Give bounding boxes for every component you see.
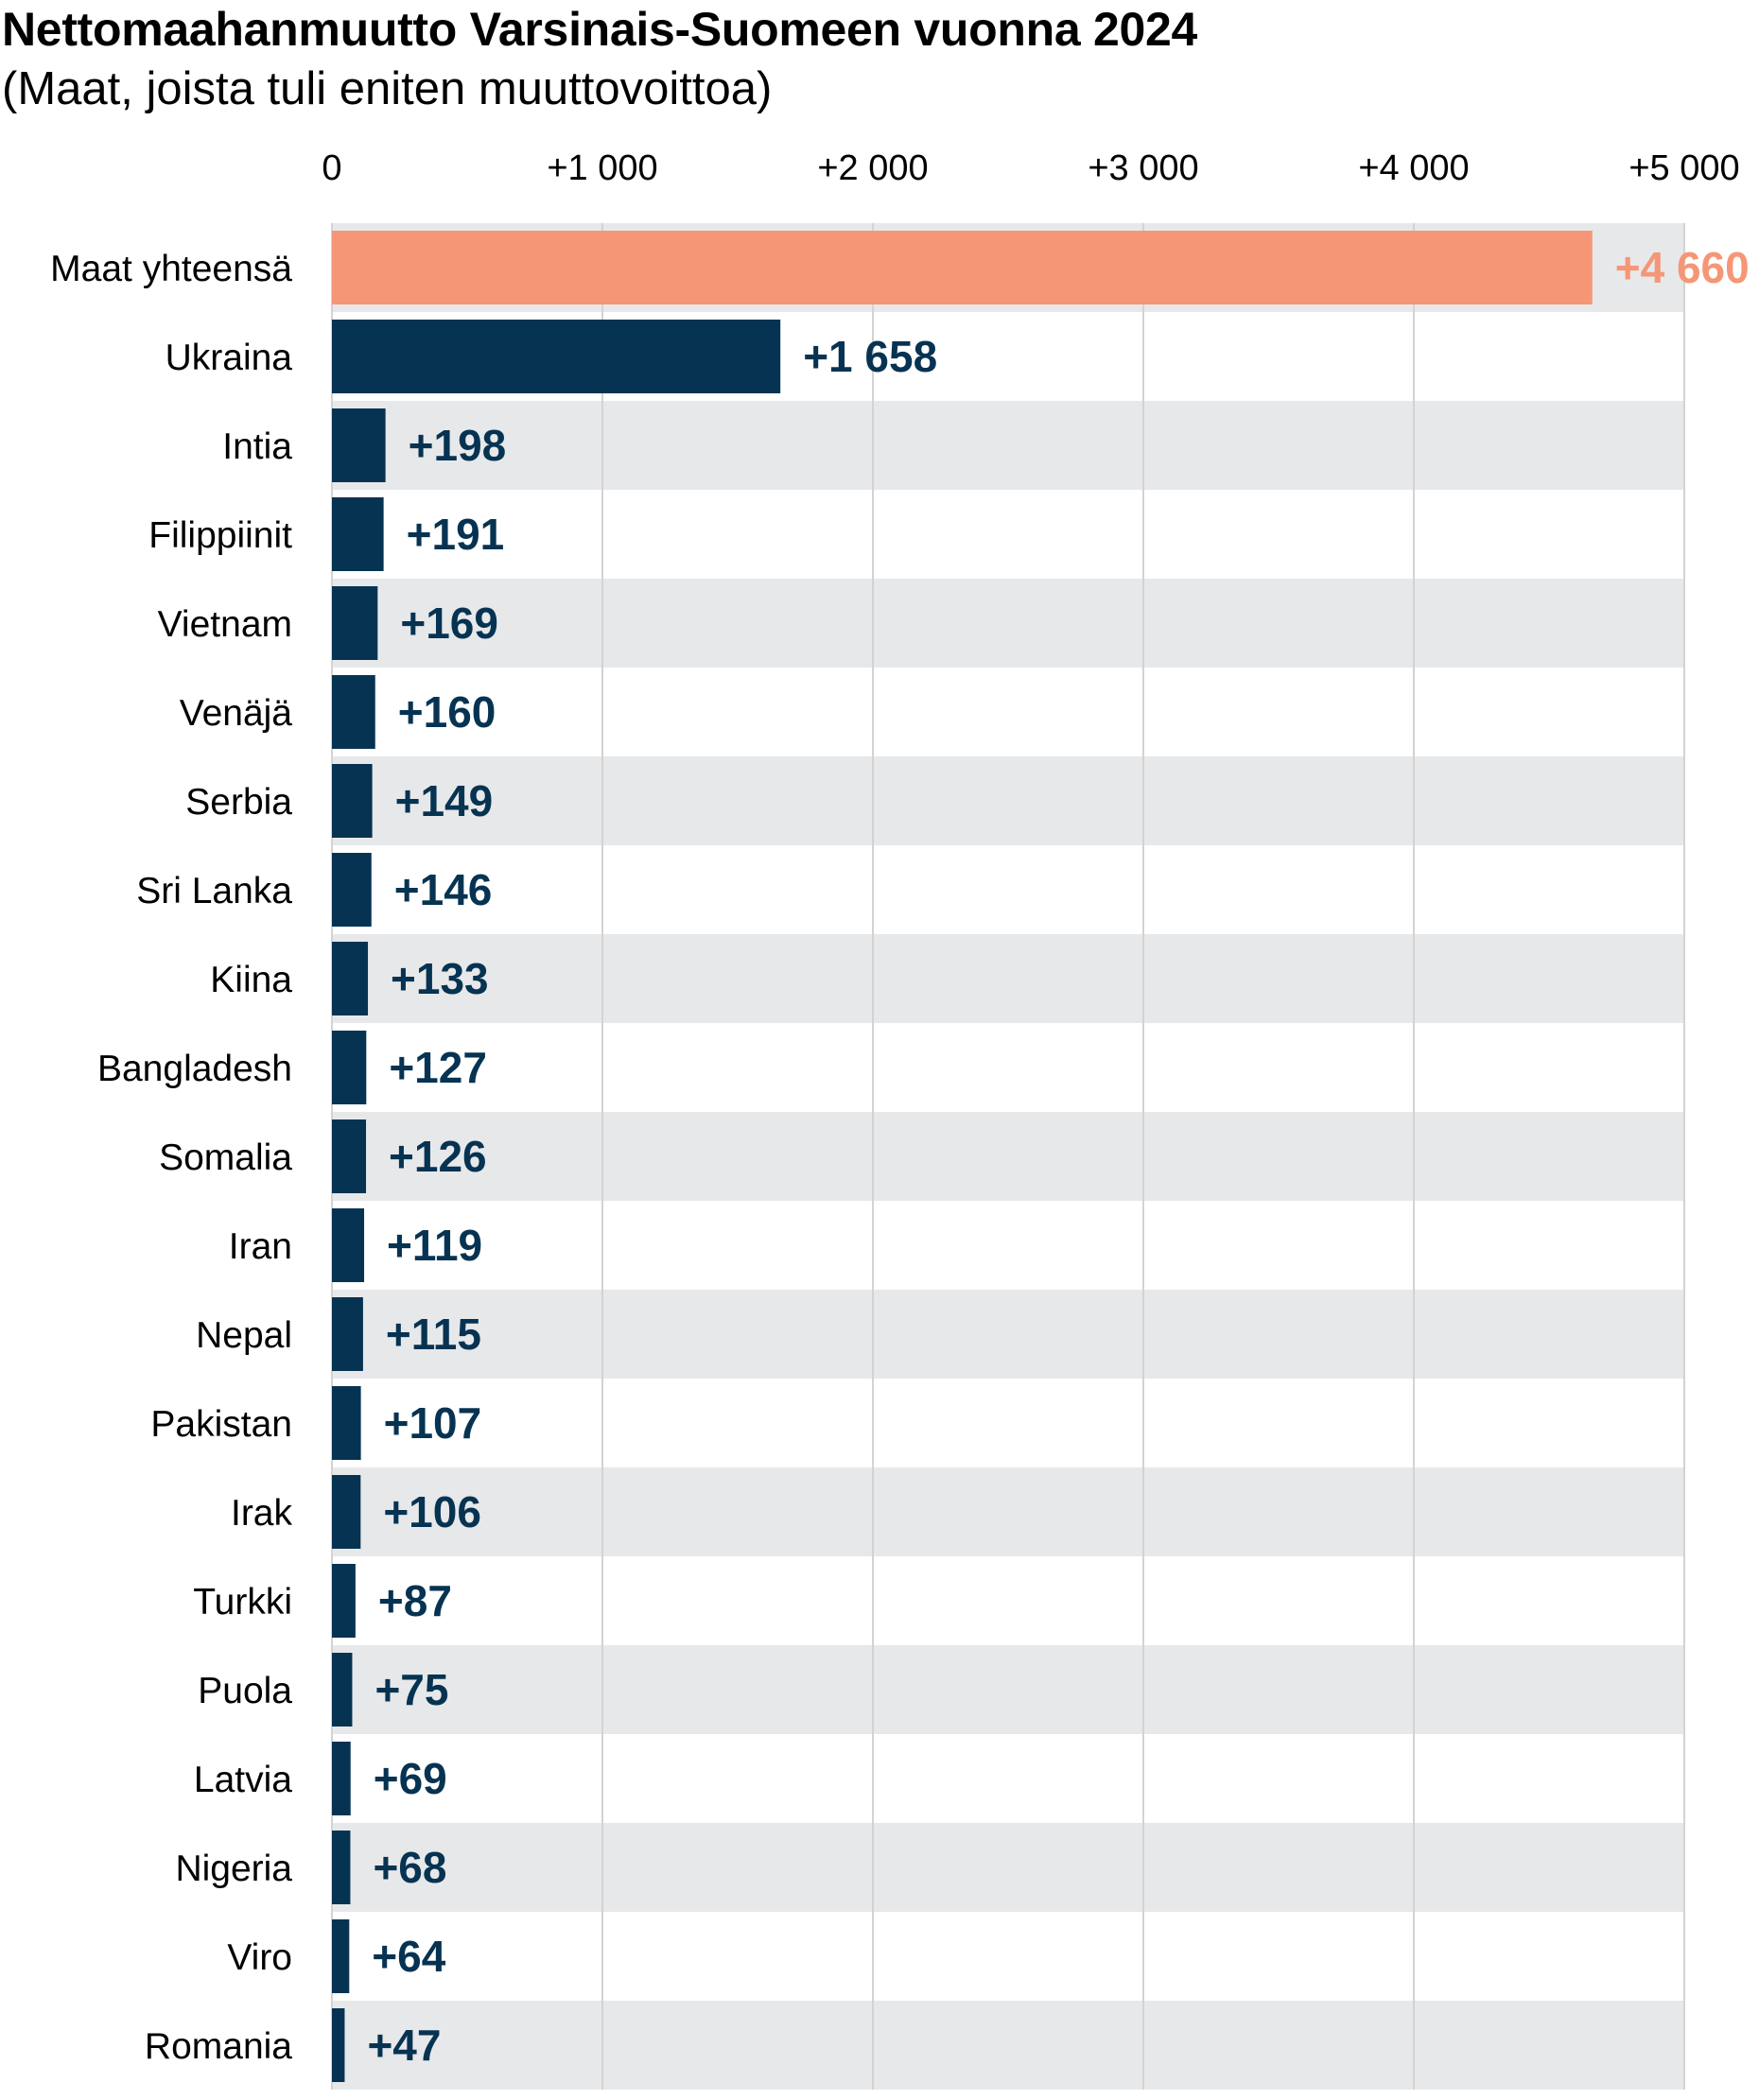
bar <box>332 1031 367 1104</box>
value-labels: +4 660 +1 658 +198 +191 +169 +160 +149 +146 +133… <box>367 243 1749 2070</box>
category-labels: Maat yhteensä Ukraina Intia Filippiinit Viet… <box>50 249 292 2067</box>
category-label: Intia <box>222 426 292 467</box>
category-label: Maat yhteensä <box>50 249 292 289</box>
category-label: Iran <box>229 1226 292 1267</box>
bar <box>332 1475 361 1549</box>
category-label: Serbia <box>185 782 292 823</box>
value-label: +160 <box>398 687 496 737</box>
value-label: +126 <box>389 1132 487 1181</box>
bar <box>332 231 1593 304</box>
bar <box>332 1564 356 1638</box>
row-band <box>332 2001 1684 2090</box>
x-tick-label: +1 000 <box>547 148 657 188</box>
value-label: +133 <box>391 954 489 1003</box>
bar <box>332 586 378 660</box>
bar <box>332 1119 367 1193</box>
bar <box>332 1919 350 1993</box>
value-label: +115 <box>386 1310 481 1359</box>
value-label: +169 <box>400 599 498 648</box>
value-label: +127 <box>389 1043 487 1092</box>
chart-subtitle: (Maat, joista tuli eniten muuttovoittoa) <box>2 63 773 114</box>
value-label: +106 <box>383 1487 481 1536</box>
bar <box>332 942 369 1015</box>
x-axis-ticks: 0 +1 000 +2 000 +3 000 +4 000 +5 000 <box>322 148 1739 188</box>
value-label: +107 <box>384 1398 482 1448</box>
value-label: +198 <box>409 421 507 470</box>
row-band <box>332 579 1684 668</box>
x-tick-label: +5 000 <box>1628 148 1739 188</box>
row-band <box>332 756 1684 845</box>
value-label: +146 <box>394 865 493 914</box>
category-label: Irak <box>231 1493 293 1534</box>
bars <box>332 231 1593 2082</box>
bar <box>332 675 375 749</box>
category-label: Sri Lanka <box>136 871 292 911</box>
category-label: Bangladesh <box>97 1049 292 1089</box>
x-tick-label: 0 <box>322 148 341 188</box>
value-label: +75 <box>374 1665 448 1714</box>
bar <box>332 1208 365 1282</box>
value-label: +1 658 <box>803 332 937 381</box>
row-band <box>332 1645 1684 1734</box>
category-label: Turkki <box>193 1582 292 1623</box>
row-band <box>332 1290 1684 1379</box>
value-label: +69 <box>374 1754 447 1803</box>
value-label: +119 <box>387 1221 482 1270</box>
bar <box>332 320 781 393</box>
bar <box>332 1653 353 1727</box>
value-label: +149 <box>395 776 494 825</box>
category-label: Nigeria <box>175 1848 292 1889</box>
category-label: Somalia <box>159 1137 292 1178</box>
bar <box>332 1386 361 1460</box>
row-band <box>332 934 1684 1023</box>
value-label: +4 660 <box>1615 243 1750 292</box>
category-label: Nepal <box>196 1315 292 1356</box>
category-label: Viro <box>227 1937 292 1978</box>
row-band <box>332 1467 1684 1556</box>
value-label: +68 <box>373 1843 446 1892</box>
category-label: Venäjä <box>180 693 293 734</box>
chart-title: Nettomaahanmuutto Varsinais-Suomeen vuon… <box>2 3 1198 56</box>
row-bands <box>332 223 1684 2090</box>
x-tick-label: +2 000 <box>817 148 928 188</box>
category-label: Puola <box>198 1671 292 1711</box>
category-label: Latvia <box>194 1760 292 1800</box>
bar <box>332 1297 363 1371</box>
bar <box>332 853 372 927</box>
category-label: Pakistan <box>150 1404 292 1445</box>
category-label: Romania <box>145 2026 292 2067</box>
value-label: +64 <box>372 1932 445 1981</box>
row-band <box>332 401 1684 490</box>
category-label: Ukraina <box>165 338 293 378</box>
row-band <box>332 1112 1684 1201</box>
bar <box>332 1742 351 1815</box>
value-label: +87 <box>378 1576 452 1625</box>
value-label: +47 <box>367 2021 441 2070</box>
category-label: Filippiinit <box>148 515 292 556</box>
category-label: Kiina <box>210 960 292 1000</box>
bar <box>332 764 373 838</box>
row-band <box>332 1823 1684 1912</box>
bar <box>332 2008 345 2082</box>
bar <box>332 408 386 482</box>
category-label: Vietnam <box>158 604 292 645</box>
bar <box>332 1831 351 1904</box>
bar <box>332 497 384 571</box>
value-label: +191 <box>407 510 505 559</box>
x-tick-label: +3 000 <box>1088 148 1198 188</box>
x-tick-label: +4 000 <box>1358 148 1469 188</box>
